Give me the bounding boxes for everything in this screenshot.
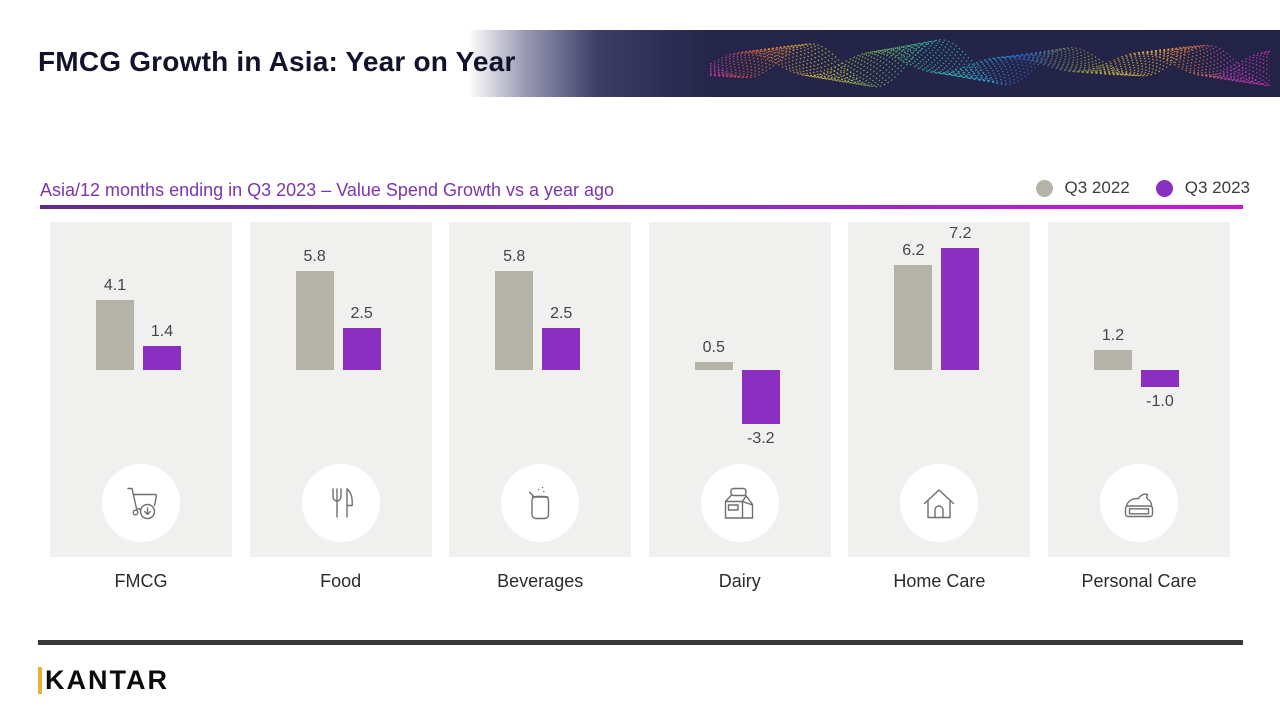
house-icon	[900, 464, 979, 542]
category-label: FMCG	[114, 571, 168, 591]
category-panel: 5.8 2.5 Food	[249, 222, 432, 592]
wave-pattern-graphic	[710, 39, 1270, 88]
bar-q3-2022	[96, 300, 134, 370]
legend-dot-q3-2023	[1155, 179, 1173, 197]
chart-subtitle: Asia/12 months ending in Q3 2023 – Value…	[40, 180, 615, 200]
footer-divider	[38, 640, 1243, 645]
chart-panels: 4.1 1.4 FMCG 5.8 2.5 Food 5.8 2.5 Beverages 0.5 -3…	[50, 222, 1230, 592]
legend: Q3 2022 Q3 2023	[1035, 178, 1250, 198]
category-label: Beverages	[497, 571, 584, 591]
bar-q3-2022	[1093, 349, 1132, 370]
bar-value-label: 4.1	[103, 277, 127, 295]
bar-q3-2022	[495, 271, 534, 370]
bar-q3-2022	[295, 271, 334, 370]
cart-download-icon	[102, 464, 180, 542]
panel-plot-area: 5.8 2.5	[249, 222, 432, 557]
legend-item-q3-2022: Q3 2022	[1035, 178, 1130, 198]
bar-value-label: 1.4	[150, 323, 174, 341]
panel-plot-area: 6.2 7.2	[848, 222, 1031, 557]
legend-label: Q3 2023	[1184, 178, 1250, 197]
panel-plot-area: 5.8 2.5	[449, 222, 632, 557]
category-label: Food	[320, 571, 362, 591]
bar-value-label: -3.2	[746, 430, 775, 448]
category-panel: 5.8 2.5 Beverages	[449, 222, 632, 592]
bar-q3-2023	[342, 327, 381, 370]
bar-q3-2022	[894, 264, 933, 370]
cream-jar-icon	[1099, 464, 1178, 542]
category-label: Dairy	[718, 571, 761, 591]
kantar-logo-text: KANTAR	[45, 665, 169, 695]
panel-plot-area: 0.5 -3.2	[648, 222, 831, 557]
bar-q3-2023	[143, 346, 181, 370]
category-panel: 0.5 -3.2 Dairy	[648, 222, 831, 592]
bar-q3-2022	[694, 361, 733, 370]
panel-plot-area: 4.1 1.4	[50, 222, 232, 557]
bar-value-label: 7.2	[949, 224, 972, 242]
bar-q3-2023	[542, 327, 581, 370]
legend-label: Q3 2022	[1064, 178, 1130, 197]
category-label: Home Care	[893, 571, 986, 591]
page-title: FMCG Growth in Asia: Year on Year	[38, 46, 516, 77]
beverage-can-icon	[501, 464, 580, 542]
bar-value-label: 2.5	[350, 304, 373, 322]
bar-value-label: 1.2	[1101, 326, 1125, 344]
bar-value-label: 2.5	[550, 304, 573, 322]
bar-q3-2023	[941, 247, 980, 370]
bar-value-label: 6.2	[902, 241, 925, 259]
category-label: Personal Care	[1081, 571, 1197, 591]
kantar-logo: KANTAR	[38, 667, 169, 694]
panel-plot-area: 1.2 -1.0	[1047, 222, 1230, 557]
milk-carton-icon	[700, 464, 779, 542]
header-banner	[468, 30, 1280, 97]
category-panel: 6.2 7.2 Home Care	[848, 222, 1031, 592]
bar-q3-2023	[1140, 370, 1179, 387]
fork-knife-icon	[301, 464, 380, 542]
kantar-logo-gold-bar	[38, 667, 42, 694]
bar-q3-2023	[741, 370, 780, 425]
legend-item-q3-2023: Q3 2023	[1155, 178, 1250, 198]
legend-dot-q3-2022	[1035, 179, 1053, 197]
bar-value-label: 5.8	[503, 248, 526, 266]
accent-divider	[40, 205, 1243, 209]
bar-value-label: 5.8	[303, 248, 326, 266]
category-panel: 4.1 1.4 FMCG	[50, 222, 232, 592]
category-panel: 1.2 -1.0 Personal Care	[1047, 222, 1230, 592]
bar-value-label: -1.0	[1146, 393, 1174, 410]
bar-value-label: 0.5	[702, 338, 725, 356]
